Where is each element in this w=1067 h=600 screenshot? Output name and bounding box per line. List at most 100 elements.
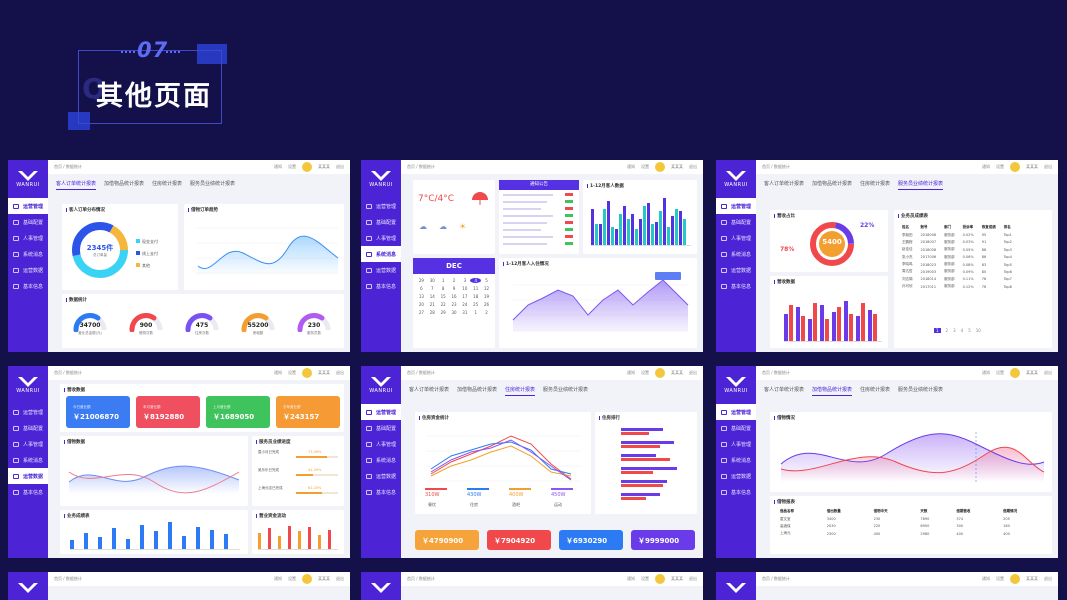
sidebar-item[interactable]: 基础配置 bbox=[361, 420, 401, 436]
sidebar-item[interactable]: 运营管理 bbox=[716, 404, 756, 420]
kpi-tile[interactable]: ￥4790900 bbox=[415, 530, 479, 550]
sidebar-item[interactable]: 基本信息 bbox=[8, 278, 48, 294]
setting-link[interactable]: 设置 bbox=[641, 370, 649, 375]
calendar-day[interactable]: 3 bbox=[463, 278, 467, 283]
kpi-tile[interactable]: ￥7904920 bbox=[487, 530, 551, 550]
calendar-day[interactable]: 24 bbox=[462, 302, 468, 307]
tab[interactable]: 加借物品统计报表 bbox=[812, 386, 853, 396]
table-row[interactable]: 李朋田 2018006 服务部 0.02% 95 Top1 bbox=[898, 231, 1016, 238]
tab[interactable]: 加借物品统计报表 bbox=[457, 387, 498, 393]
calendar-day[interactable]: 23 bbox=[451, 302, 457, 307]
calendar-day[interactable]: 5 bbox=[485, 278, 488, 283]
calendar-day[interactable]: 14 bbox=[429, 294, 435, 299]
sidebar-item[interactable]: 基础配置 bbox=[8, 420, 48, 436]
notice-link[interactable]: 通知 bbox=[982, 370, 990, 375]
page-button[interactable]: 3 bbox=[953, 328, 956, 333]
sidebar-item[interactable]: 系统消息 bbox=[361, 246, 401, 262]
calendar-day[interactable]: 10 bbox=[462, 286, 468, 291]
sidebar-item[interactable]: 人事管理 bbox=[361, 230, 401, 246]
setting-link[interactable]: 设置 bbox=[641, 576, 649, 581]
sidebar-item[interactable]: 运营数据 bbox=[8, 262, 48, 278]
sidebar-item[interactable]: 基本信息 bbox=[716, 484, 756, 500]
table-row[interactable]: 张小杰 2017006 服务部 0.06% 86 Top4 bbox=[898, 254, 1016, 261]
table-row[interactable]: 童文宝 3400 230 7890 374 205 bbox=[776, 515, 1046, 522]
sidebar-item[interactable]: 运营数据 bbox=[361, 468, 401, 484]
setting-link[interactable]: 设置 bbox=[996, 164, 1004, 169]
sidebar-item[interactable]: 系统消息 bbox=[8, 452, 48, 468]
table-row[interactable]: 李晓鸣 2018023 服务部 0.08% 83 Top5 bbox=[898, 261, 1016, 268]
calendar-day[interactable]: 11 bbox=[473, 286, 479, 291]
sidebar-item[interactable]: 人事管理 bbox=[716, 230, 756, 246]
tab[interactable]: 客人订单统计报表 bbox=[409, 387, 450, 393]
sidebar-item[interactable]: 基础配置 bbox=[716, 214, 756, 230]
calendar-day[interactable]: 27 bbox=[418, 310, 424, 315]
notice-line[interactable] bbox=[503, 215, 553, 217]
sidebar-item[interactable]: 人事管理 bbox=[361, 436, 401, 452]
kpi-tile[interactable]: 本月营业额 ￥8192880 bbox=[136, 396, 200, 428]
tab[interactable]: 加借物品统计报表 bbox=[812, 181, 853, 187]
setting-link[interactable]: 设置 bbox=[641, 164, 649, 169]
calendar-day[interactable]: 30 bbox=[429, 278, 435, 283]
tab[interactable]: 住房统计报表 bbox=[505, 386, 536, 396]
calendar-day[interactable]: 21 bbox=[429, 302, 435, 307]
tab[interactable]: 住房统计报表 bbox=[860, 387, 891, 393]
sidebar-item[interactable]: 运营数据 bbox=[716, 468, 756, 484]
sidebar-item[interactable]: 运营管理 bbox=[8, 198, 48, 214]
sidebar-item[interactable]: 基础配置 bbox=[8, 214, 48, 230]
tab[interactable]: 服务员业绩统计报表 bbox=[898, 387, 944, 393]
avatar[interactable] bbox=[302, 574, 312, 584]
sidebar-item[interactable]: 人事管理 bbox=[8, 230, 48, 246]
table-row[interactable]: 刘志娟 2018014 服务部 0.11% 78 Top7 bbox=[898, 276, 1016, 283]
calendar-day[interactable]: 4 bbox=[470, 278, 482, 283]
avatar[interactable] bbox=[1010, 368, 1020, 378]
sidebar-item[interactable]: 基础配置 bbox=[716, 420, 756, 436]
sidebar-item[interactable]: 基础配置 bbox=[361, 214, 401, 230]
notice-link[interactable]: 通知 bbox=[627, 576, 635, 581]
calendar-day[interactable]: 30 bbox=[451, 310, 457, 315]
calendar-day[interactable]: 28 bbox=[429, 310, 435, 315]
avatar[interactable] bbox=[655, 162, 665, 172]
table-row[interactable]: 周达哲 2019003 服务部 0.09% 80 Top6 bbox=[898, 268, 1016, 275]
tab[interactable]: 客人订单统计报表 bbox=[764, 387, 805, 393]
tab[interactable]: 加借物品统计报表 bbox=[104, 181, 145, 187]
sidebar-item[interactable]: 运营管理 bbox=[361, 198, 401, 214]
tab[interactable]: 客人订单统计报表 bbox=[56, 180, 97, 190]
calendar-day[interactable]: 18 bbox=[473, 294, 479, 299]
page-button[interactable]: 1 bbox=[934, 328, 941, 333]
calendar-day[interactable]: 8 bbox=[441, 286, 445, 291]
tab[interactable]: 服务员业绩统计报表 bbox=[190, 181, 236, 187]
calendar-day[interactable]: 12 bbox=[484, 286, 490, 291]
sidebar-item[interactable]: 基本信息 bbox=[716, 278, 756, 294]
notice-link[interactable]: 通知 bbox=[627, 370, 635, 375]
sidebar-item[interactable]: 系统消息 bbox=[716, 452, 756, 468]
sidebar-item[interactable]: 运营数据 bbox=[361, 262, 401, 278]
page-button[interactable]: 2 bbox=[945, 328, 949, 333]
sidebar-item[interactable]: 系统消息 bbox=[716, 246, 756, 262]
avatar[interactable] bbox=[302, 368, 312, 378]
avatar[interactable] bbox=[655, 368, 665, 378]
tab[interactable]: 住房统计报表 bbox=[152, 181, 183, 187]
sidebar-item[interactable]: 系统消息 bbox=[8, 246, 48, 262]
setting-link[interactable]: 设置 bbox=[996, 370, 1004, 375]
exit-link[interactable]: 退出 bbox=[336, 576, 344, 581]
table-row[interactable]: 王鹏程 2018007 服务部 0.03% 91 Top2 bbox=[898, 239, 1016, 246]
tab[interactable]: 客人订单统计报表 bbox=[764, 181, 805, 187]
sidebar-item[interactable]: 运营管理 bbox=[361, 404, 401, 420]
avatar[interactable] bbox=[302, 162, 312, 172]
calendar-day[interactable]: 16 bbox=[451, 294, 457, 299]
avatar[interactable] bbox=[1010, 162, 1020, 172]
exit-link[interactable]: 退出 bbox=[1044, 576, 1052, 581]
tab[interactable]: 服务员业绩统计报表 bbox=[898, 180, 944, 190]
notice-line[interactable] bbox=[503, 229, 541, 231]
tab[interactable]: 服务员业绩统计报表 bbox=[543, 387, 589, 393]
calendar-day[interactable]: 7 bbox=[431, 286, 434, 291]
notice-line[interactable] bbox=[503, 194, 553, 196]
table-row[interactable]: 孙可欣 2017011 服务部 0.12% 76 Top8 bbox=[898, 283, 1016, 290]
exit-link[interactable]: 退出 bbox=[336, 370, 344, 375]
kpi-tile[interactable]: 上月营业额 ￥1689050 bbox=[206, 396, 270, 428]
sidebar-item[interactable]: 基本信息 bbox=[8, 484, 48, 500]
setting-link[interactable]: 设置 bbox=[996, 576, 1004, 581]
sidebar-item[interactable]: 运营数据 bbox=[8, 468, 48, 484]
exit-link[interactable]: 退出 bbox=[689, 370, 697, 375]
notice-link[interactable]: 通知 bbox=[982, 576, 990, 581]
